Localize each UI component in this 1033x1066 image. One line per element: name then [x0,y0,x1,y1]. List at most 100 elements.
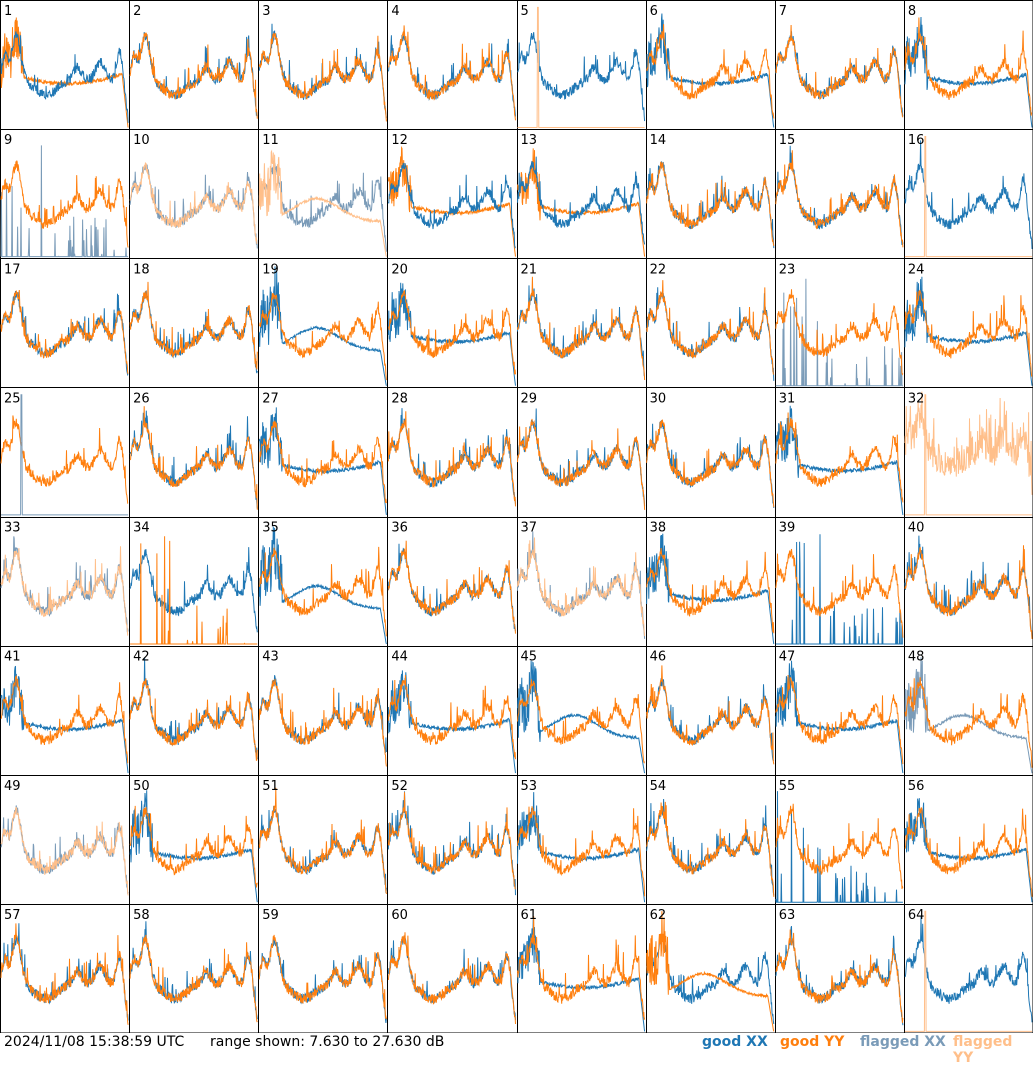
panel-43: 43 [258,650,387,767]
panel-label-63: 63 [779,908,796,923]
spectrum-good-yy-25 [0,415,129,504]
spectrum-good-yy-53 [517,806,646,897]
spectrum-good-yy-34 [130,536,258,645]
panel-50: 50 [129,779,258,903]
panel-48: 48 [904,650,1033,774]
panel-label-55: 55 [779,779,796,794]
spectrum-flagged-yy-11 [258,149,387,257]
spectrum-good-xx-51 [258,805,387,893]
panel-8: 8 [904,4,1033,128]
panel-label-25: 25 [4,391,21,406]
panel-label-36: 36 [391,521,408,536]
panel-33: 33 [0,521,129,636]
panel-42: 42 [129,650,258,762]
panel-label-52: 52 [391,779,408,794]
spectrum-flagged-yy-16 [904,136,1032,258]
spectrum-good-yy-46 [646,665,775,765]
panel-label-28: 28 [391,391,408,406]
spectrum-good-yy-7 [775,24,904,118]
panel-2: 2 [129,4,258,119]
spectrum-flagged-xx-49 [0,805,129,894]
grid-lines [0,0,1033,1033]
spectrum-good-yy-22 [646,280,775,375]
panel-label-13: 13 [521,133,538,148]
spectrum-good-xx-34 [129,547,258,633]
spectrum-good-xx-31 [775,405,904,515]
panel-47: 47 [775,650,904,774]
panel-64: 64 [904,908,1033,1032]
panel-22: 22 [646,262,775,381]
panel-7: 7 [775,4,904,118]
panel-label-56: 56 [908,779,925,794]
panel-44: 44 [387,650,516,774]
spectrum-good-yy-44 [387,675,516,760]
panel-label-6: 6 [650,4,658,19]
spectrum-good-xx-58 [129,921,258,1020]
panel-label-48: 48 [908,650,925,665]
spectrum-good-xx-27 [258,407,387,515]
panel-30: 30 [646,391,775,509]
spectrum-good-xx-50 [129,790,258,903]
panel-label-38: 38 [650,521,667,536]
spectrum-good-yy-15 [775,150,904,248]
spectrum-good-yy-63 [775,929,904,1023]
panel-4: 4 [387,4,516,121]
spectrum-good-yy-8 [904,17,1033,116]
panel-63: 63 [775,908,904,1026]
spectrum-flagged-yy-37 [517,537,646,637]
spectrum-good-xx-1 [0,31,129,123]
spectrum-good-yy-18 [129,281,258,370]
panel-32: 32 [904,391,1033,516]
panel-label-11: 11 [262,133,279,148]
spectrum-good-xx-55 [775,791,903,903]
spectrum-good-xx-12 [387,162,516,249]
spectrum-good-xx-47 [775,660,904,774]
panel-label-34: 34 [133,521,150,536]
panel-label-54: 54 [650,779,667,794]
spectrum-good-yy-51 [258,787,387,894]
spectrum-good-yy-60 [387,932,516,1025]
panel-label-26: 26 [133,391,150,406]
panel-59: 59 [258,908,387,1024]
spectrum-good-yy-17 [0,289,129,374]
spectrum-good-yy-39 [775,548,904,638]
spectrum-good-yy-19 [259,293,387,381]
range-text: range shown: 7.630 to 27.630 dB [210,1034,445,1050]
panel-label-18: 18 [133,262,150,277]
panel-6: 6 [646,4,775,128]
panel-21: 21 [517,262,646,381]
panel-26: 26 [129,391,258,510]
spectrum-good-yy-2 [129,32,258,119]
panel-29: 29 [517,391,646,510]
panel-14: 14 [646,133,775,249]
panel-label-47: 47 [779,650,796,665]
spectrum-good-xx-35 [258,526,387,645]
panel-label-3: 3 [262,4,270,19]
panel-56: 56 [904,779,1033,903]
spectrum-good-yy-3 [258,32,387,122]
panel-27: 27 [258,391,387,515]
spectrum-good-xx-45 [517,660,646,774]
panel-36: 36 [387,521,516,634]
spectrum-good-xx-39 [775,534,903,645]
spectrum-good-yy-12 [387,145,516,257]
spectrum-good-yy-28 [387,411,516,507]
panel-label-29: 29 [521,391,538,406]
panel-label-42: 42 [133,650,150,665]
spectrum-good-xx-6 [646,13,775,128]
spectrum-flagged-yy-10 [129,162,258,245]
spectrum-flagged-yy-32 [904,394,1032,516]
panel-45: 45 [517,650,646,774]
spectrum-flagged-yy-33 [0,546,129,636]
spectrum-good-yy-52 [387,792,516,890]
spectrum-good-xx-26 [129,410,258,509]
spectrum-good-xx-61 [517,919,646,1032]
panel-46: 46 [646,650,775,765]
footer: 2024/11/08 15:38:59 UTC range shown: 7.6… [0,1033,1033,1066]
spectrum-good-xx-53 [517,792,646,903]
panel-39: 39 [775,521,904,645]
spectrum-flagged-yy-5 [517,6,645,128]
spectrum-good-xx-21 [517,285,646,377]
spectrum-good-yy-45 [517,679,646,764]
spectrum-good-yy-38 [646,547,775,634]
